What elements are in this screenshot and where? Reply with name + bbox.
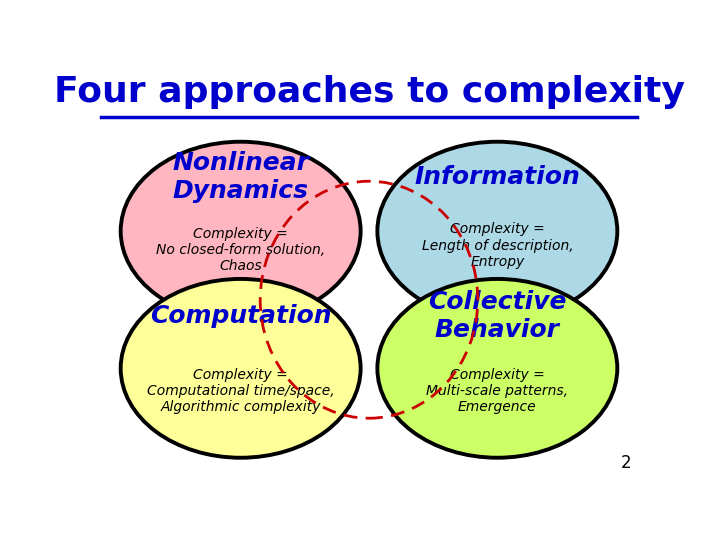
Text: Complexity =
No closed-form solution,
Chaos: Complexity = No closed-form solution, Ch… xyxy=(156,227,325,273)
Ellipse shape xyxy=(121,141,361,321)
Text: Information: Information xyxy=(415,165,580,189)
Ellipse shape xyxy=(377,279,617,458)
Text: Complexity =
Multi-scale patterns,
Emergence: Complexity = Multi-scale patterns, Emerg… xyxy=(426,368,568,414)
Text: 2: 2 xyxy=(621,454,631,472)
Ellipse shape xyxy=(377,141,617,321)
Text: Nonlinear
Dynamics: Nonlinear Dynamics xyxy=(172,151,309,203)
Text: Collective
Behavior: Collective Behavior xyxy=(428,291,567,342)
Text: Computation: Computation xyxy=(150,305,331,328)
Text: Complexity =
Length of description,
Entropy: Complexity = Length of description, Entr… xyxy=(421,222,573,269)
Text: Four approaches to complexity: Four approaches to complexity xyxy=(53,75,685,109)
Ellipse shape xyxy=(121,279,361,458)
Text: Complexity =
Computational time/space,
Algorithmic complexity: Complexity = Computational time/space, A… xyxy=(147,368,335,414)
